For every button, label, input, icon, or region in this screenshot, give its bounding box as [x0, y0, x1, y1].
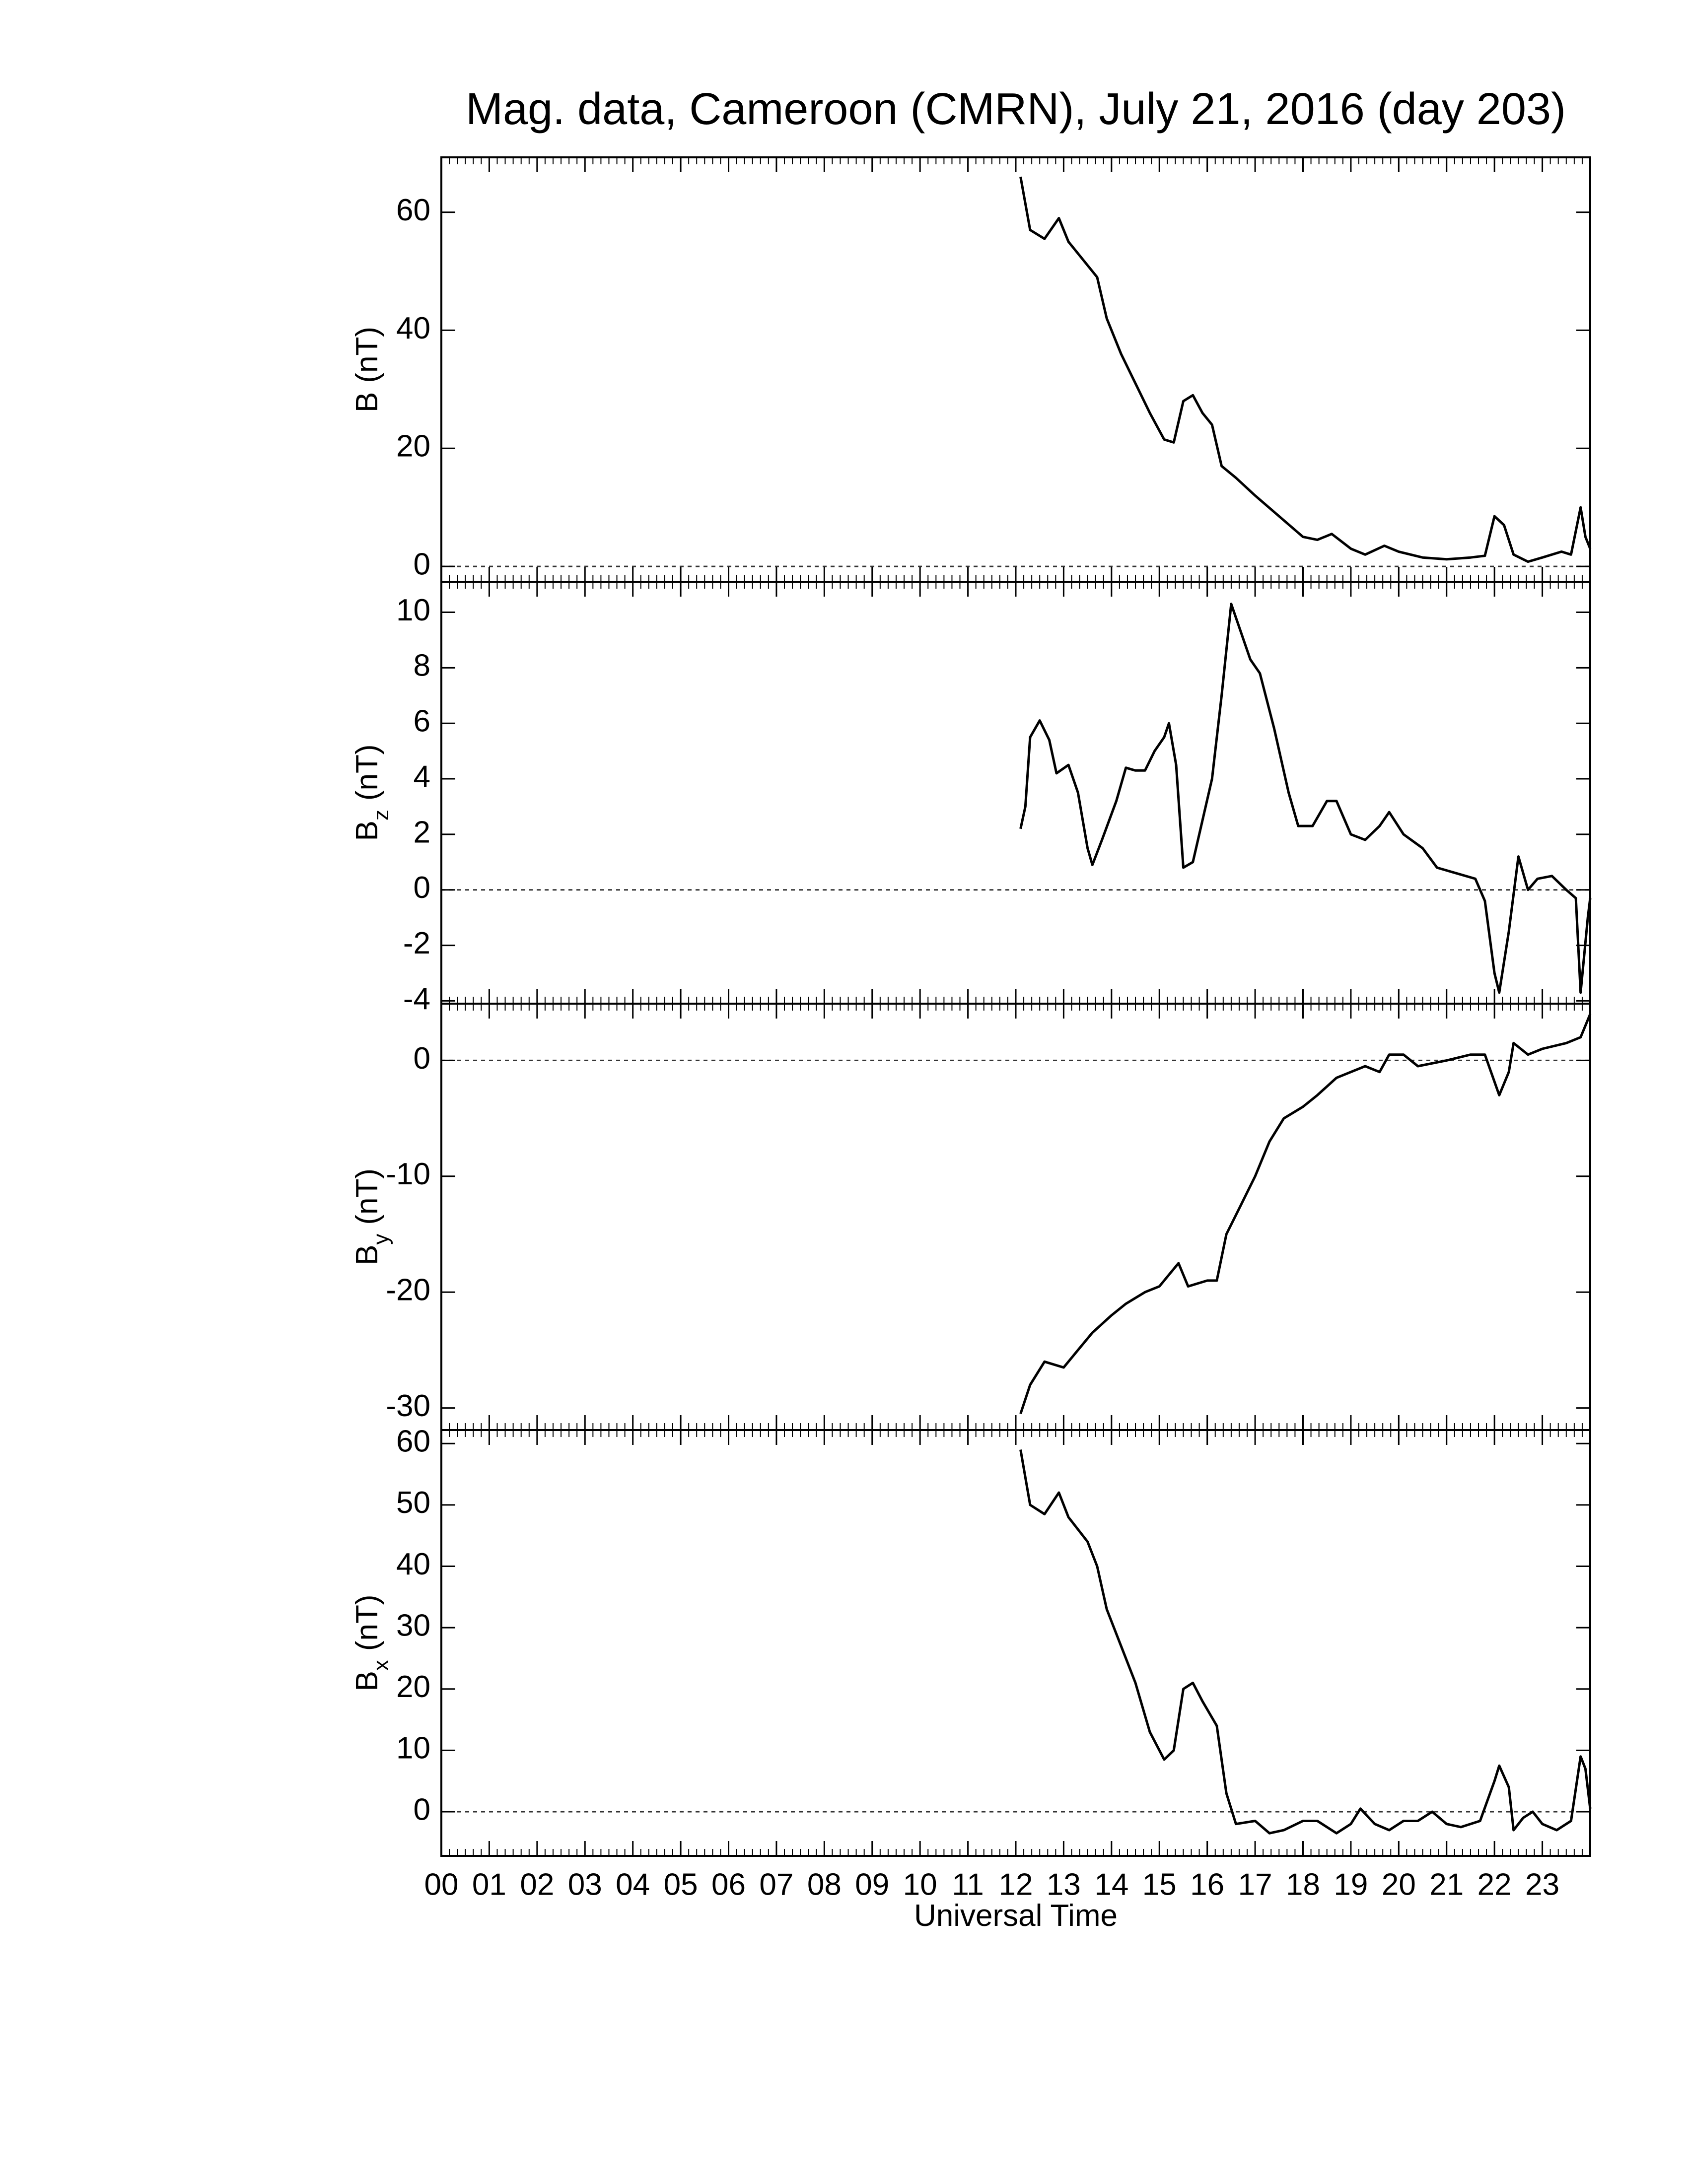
x-tick-label: 17	[1238, 1867, 1272, 1902]
x-tick-label: 11	[952, 1867, 984, 1902]
y-tick-label: 0	[414, 1041, 430, 1076]
y-tick-label: 60	[396, 1425, 430, 1459]
x-tick-label: 14	[1094, 1867, 1128, 1902]
y-label-sub: y	[369, 1234, 393, 1245]
y-tick-label: 40	[396, 1547, 430, 1581]
y-label-unit: (nT)	[350, 327, 384, 383]
y-axis-label: Bz (nT)	[350, 744, 393, 841]
y-tick-label: -30	[386, 1389, 430, 1423]
x-tick-label: 19	[1334, 1867, 1368, 1902]
x-tick-label: 02	[520, 1867, 554, 1902]
chart-title: Mag. data, Cameroon (CMRN), July 21, 201…	[466, 84, 1566, 134]
x-tick-label: 03	[568, 1867, 602, 1902]
y-tick-label: -10	[386, 1157, 430, 1191]
data-line	[1019, 1014, 1592, 1415]
x-tick-label: 00	[424, 1867, 459, 1902]
y-label-main: B	[350, 1671, 384, 1691]
x-tick-label: 09	[855, 1867, 889, 1902]
y-tick-label: 60	[396, 193, 430, 227]
y-tick-label: 10	[396, 593, 430, 627]
y-tick-label: 20	[396, 429, 430, 464]
x-tick-label: 23	[1525, 1867, 1559, 1902]
y-label-main: B	[350, 392, 384, 412]
y-tick-label: 6	[414, 704, 430, 739]
y-tick-label: 4	[414, 759, 430, 794]
y-label-unit: (nT)	[350, 1168, 384, 1225]
y-tick-label: 0	[414, 547, 430, 581]
plot-frame	[440, 1429, 1591, 1857]
y-tick-label: 8	[414, 649, 430, 683]
x-tick-label: 04	[616, 1867, 650, 1902]
x-tick-label: 12	[999, 1867, 1033, 1902]
y-label-main: B	[350, 1245, 384, 1265]
y-label-unit: (nT)	[350, 744, 384, 801]
x-tick-label: 13	[1047, 1867, 1081, 1902]
y-tick-label: 0	[414, 871, 430, 905]
y-tick-label: 50	[396, 1486, 430, 1520]
x-tick-label: 05	[664, 1867, 698, 1902]
y-axis-label: By (nT)	[350, 1168, 393, 1265]
y-axis-label: Bx (nT)	[350, 1594, 393, 1691]
x-tick-label: 21	[1429, 1867, 1464, 1902]
y-tick-label: 30	[396, 1608, 430, 1642]
plot-frame	[440, 1003, 1591, 1431]
y-label-sub: z	[369, 810, 393, 820]
plot-frame	[440, 581, 1591, 1005]
y-tick-label: -4	[403, 982, 430, 1016]
x-axis-label: Universal Time	[914, 1899, 1118, 1933]
x-tick-label: 08	[807, 1867, 842, 1902]
x-tick-label: 22	[1477, 1867, 1512, 1902]
x-tick-label: 16	[1190, 1867, 1224, 1902]
x-tick-label: 01	[472, 1867, 506, 1902]
y-tick-label: -2	[403, 926, 430, 960]
x-tick-label: 06	[711, 1867, 746, 1902]
y-axis-label: B (nT)	[350, 327, 384, 412]
x-tick-label: 18	[1286, 1867, 1320, 1902]
data-line	[1019, 603, 1592, 994]
x-tick-label: 07	[759, 1867, 793, 1902]
x-tick-label: 10	[903, 1867, 937, 1902]
y-tick-label: 20	[396, 1670, 430, 1704]
y-tick-label: -20	[386, 1273, 430, 1307]
y-label-sub: x	[369, 1660, 393, 1671]
y-label-unit: (nT)	[350, 1594, 384, 1651]
x-tick-label: 15	[1142, 1867, 1177, 1902]
y-tick-label: 10	[396, 1731, 430, 1766]
y-tick-label: 40	[396, 311, 430, 345]
data-line	[1019, 1449, 1592, 1835]
x-tick-label: 20	[1382, 1867, 1416, 1902]
y-label-main: B	[350, 820, 384, 841]
data-line	[1019, 176, 1592, 563]
plot-frame	[440, 156, 1591, 583]
y-tick-label: 0	[414, 1792, 430, 1827]
y-tick-label: 2	[414, 815, 430, 849]
